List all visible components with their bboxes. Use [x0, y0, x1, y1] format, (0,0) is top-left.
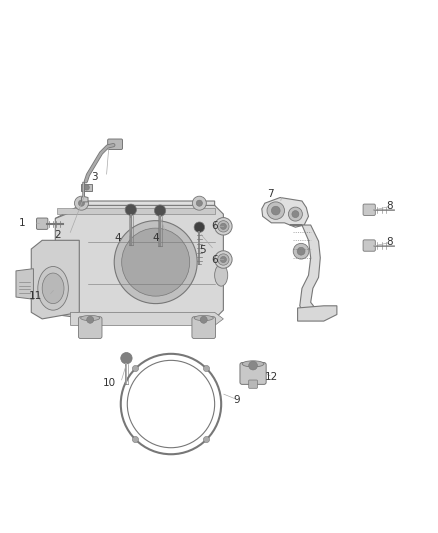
Circle shape — [218, 254, 229, 265]
Polygon shape — [71, 312, 223, 326]
Polygon shape — [81, 183, 92, 191]
Circle shape — [272, 206, 280, 215]
Polygon shape — [16, 269, 33, 299]
Circle shape — [121, 352, 132, 364]
Ellipse shape — [81, 316, 100, 321]
Circle shape — [132, 366, 138, 372]
Circle shape — [267, 202, 285, 220]
Circle shape — [132, 437, 138, 442]
Circle shape — [114, 221, 197, 304]
FancyBboxPatch shape — [36, 218, 48, 229]
Text: 5: 5 — [199, 245, 206, 255]
Text: 8: 8 — [386, 238, 392, 247]
Circle shape — [220, 256, 226, 263]
Text: 12: 12 — [265, 372, 278, 382]
Polygon shape — [55, 205, 223, 319]
Text: 10: 10 — [102, 378, 116, 387]
Circle shape — [218, 221, 229, 232]
FancyBboxPatch shape — [78, 317, 102, 338]
Circle shape — [297, 247, 305, 255]
Circle shape — [203, 366, 209, 372]
Polygon shape — [55, 201, 215, 227]
Circle shape — [74, 196, 88, 210]
Text: 6: 6 — [211, 221, 218, 231]
FancyBboxPatch shape — [240, 362, 266, 384]
Circle shape — [122, 228, 190, 296]
Circle shape — [196, 200, 202, 206]
Circle shape — [78, 200, 85, 206]
Polygon shape — [290, 225, 326, 319]
Text: 4: 4 — [152, 233, 159, 243]
Text: 8: 8 — [386, 201, 392, 211]
Circle shape — [194, 222, 205, 232]
Text: 11: 11 — [29, 291, 42, 301]
Circle shape — [215, 217, 232, 235]
Circle shape — [220, 223, 226, 229]
Ellipse shape — [242, 361, 264, 367]
Circle shape — [249, 361, 258, 370]
Text: 4: 4 — [114, 233, 121, 243]
FancyBboxPatch shape — [249, 380, 258, 389]
FancyBboxPatch shape — [363, 204, 375, 215]
Circle shape — [125, 204, 137, 215]
Ellipse shape — [215, 264, 228, 286]
Circle shape — [200, 316, 207, 323]
Circle shape — [154, 205, 166, 216]
Circle shape — [87, 316, 94, 323]
Ellipse shape — [38, 266, 68, 310]
FancyBboxPatch shape — [192, 317, 215, 338]
Polygon shape — [262, 198, 308, 227]
Text: 3: 3 — [91, 172, 98, 182]
Circle shape — [192, 196, 206, 210]
FancyBboxPatch shape — [363, 240, 375, 251]
Polygon shape — [57, 207, 215, 214]
FancyBboxPatch shape — [108, 139, 123, 149]
Circle shape — [288, 207, 302, 221]
Circle shape — [215, 251, 232, 268]
Text: 9: 9 — [233, 394, 240, 405]
Circle shape — [84, 185, 89, 190]
Circle shape — [293, 244, 309, 259]
Text: 6: 6 — [211, 255, 218, 264]
Circle shape — [203, 437, 209, 442]
Polygon shape — [297, 306, 337, 321]
Text: 1: 1 — [18, 218, 25, 228]
Circle shape — [292, 211, 299, 217]
Ellipse shape — [194, 316, 213, 321]
Text: 2: 2 — [54, 230, 61, 240]
Polygon shape — [31, 240, 79, 319]
Text: 7: 7 — [267, 189, 274, 199]
Ellipse shape — [42, 273, 64, 304]
Polygon shape — [81, 182, 88, 202]
